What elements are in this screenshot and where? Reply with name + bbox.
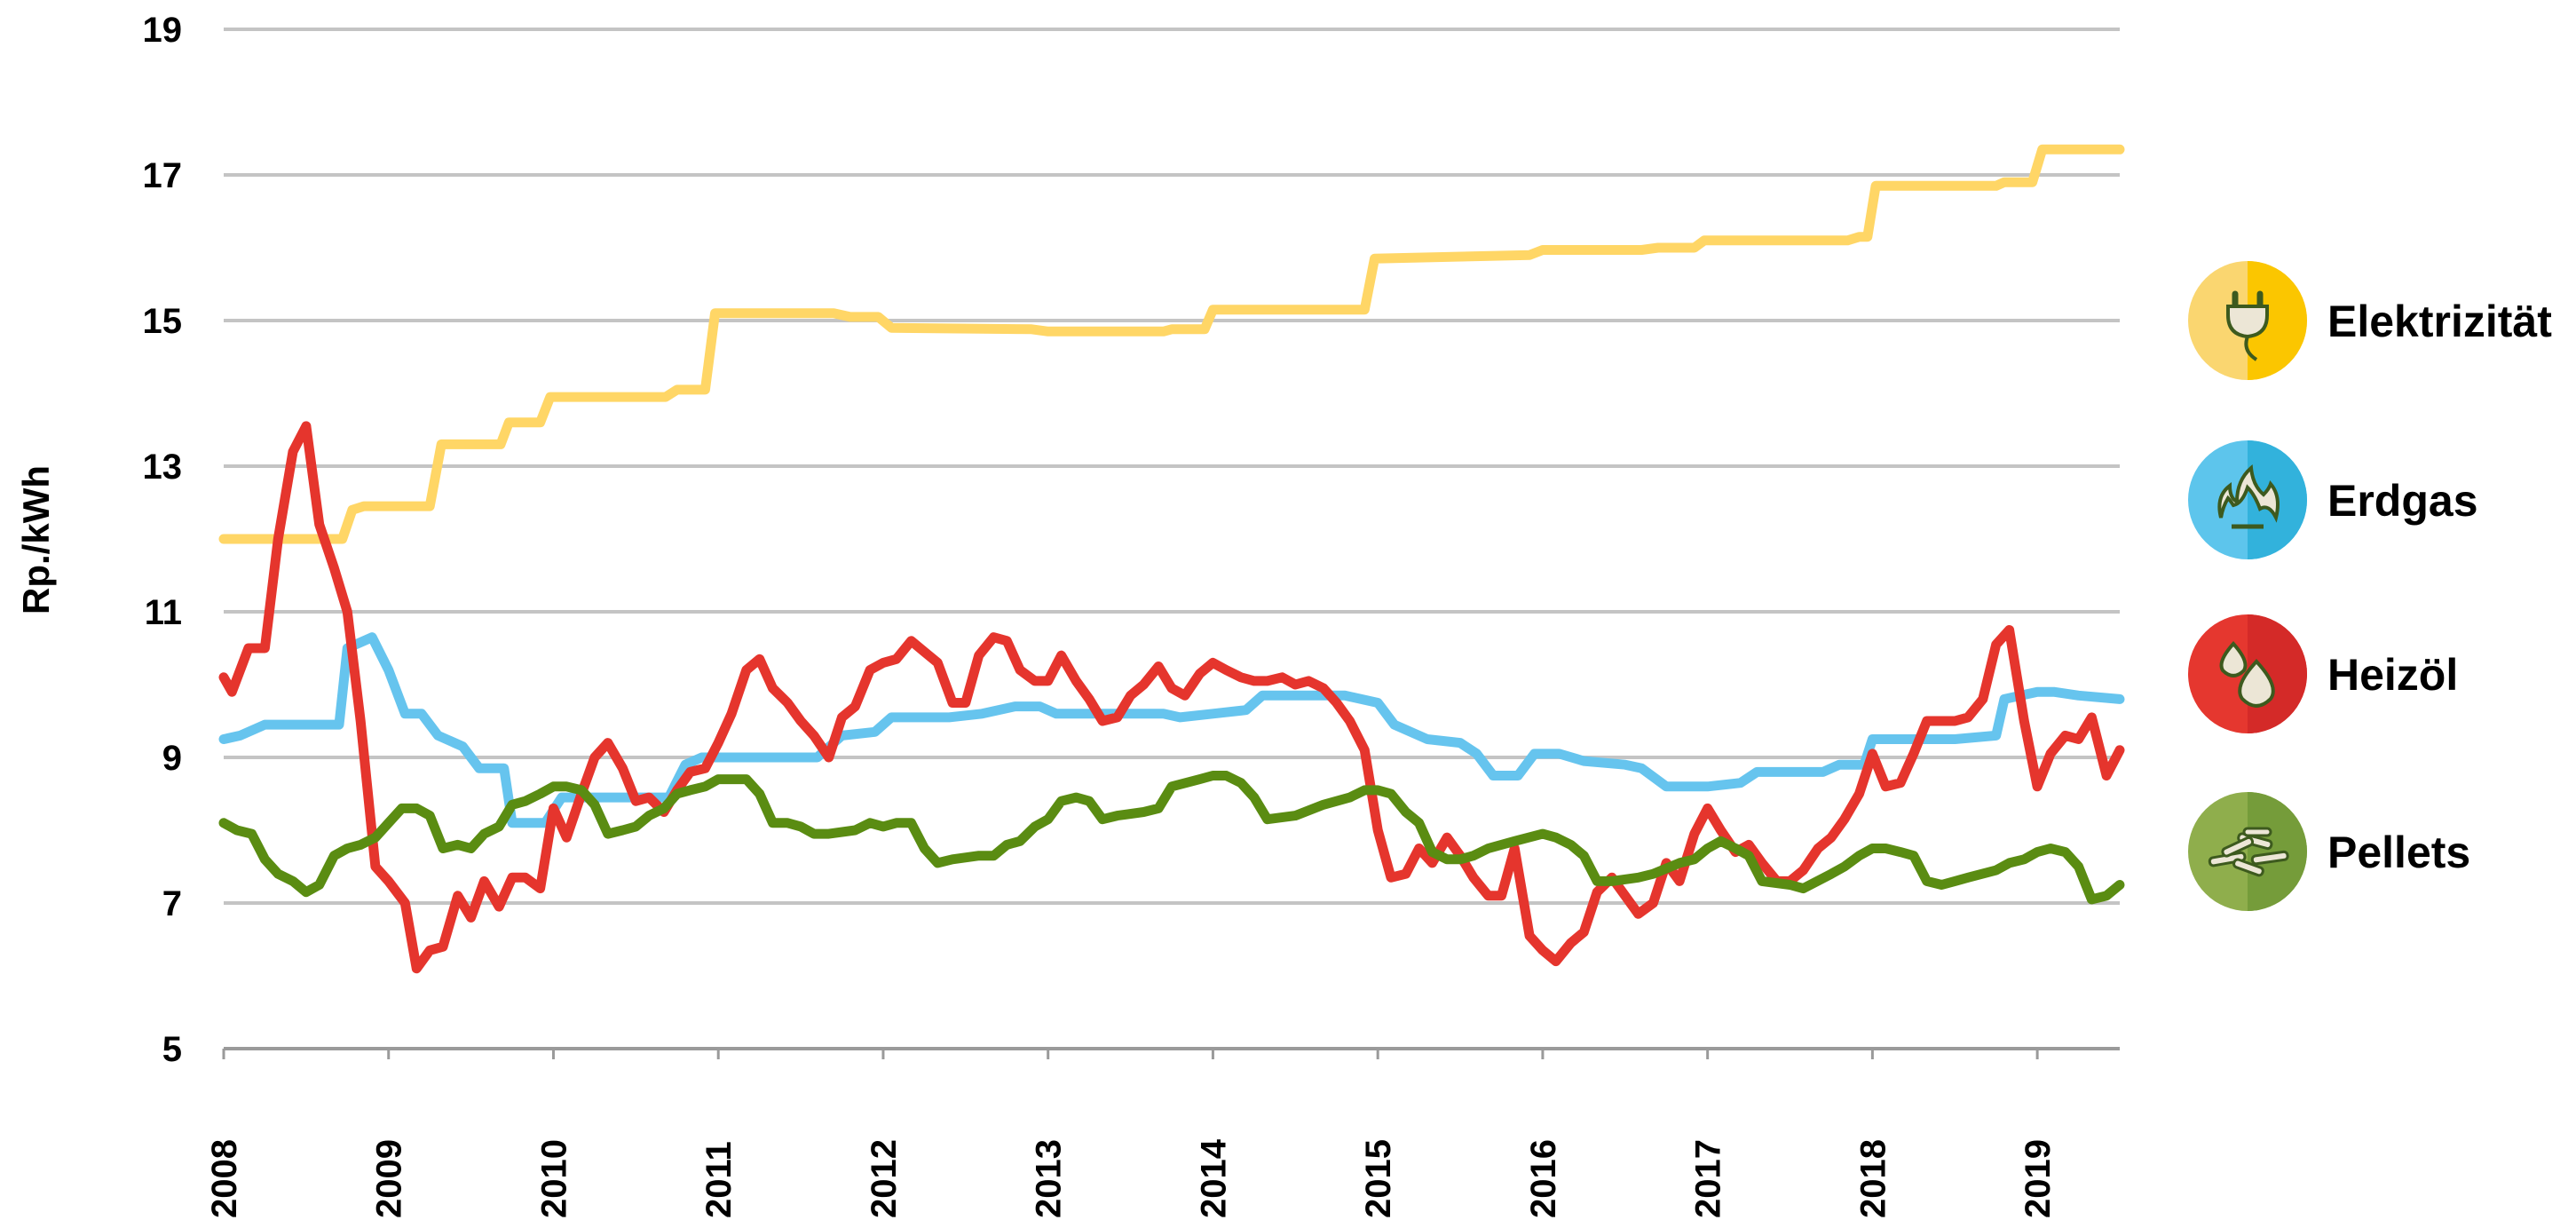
- plug-icon: [2226, 290, 2269, 361]
- x-tick-label: 2017: [1689, 1139, 1728, 1218]
- y-tick-label: 5: [162, 1030, 182, 1069]
- y-tick-label: 19: [143, 11, 183, 50]
- series-line-elektrizität: [218, 144, 2125, 544]
- x-tick-label: 2013: [1030, 1139, 1069, 1218]
- x-tick-label: 2011: [699, 1141, 739, 1218]
- series-lines: [218, 144, 2125, 974]
- x-tick-label: 2015: [1359, 1139, 1398, 1218]
- legend-label: Heizöl: [2327, 650, 2458, 700]
- series-line-heizöl: [218, 421, 2125, 974]
- y-tick-label: 17: [143, 156, 183, 195]
- legend-label: Erdgas: [2327, 476, 2478, 526]
- y-tick-label: 7: [162, 884, 182, 923]
- y-axis-title: Rp./kWh: [15, 465, 57, 614]
- y-tick-label: 9: [162, 739, 182, 778]
- flame-icon: [2217, 463, 2280, 529]
- legend: Elektrizität Erdgas Heizöl Pellets: [2188, 261, 2552, 911]
- y-tick-label: 11: [145, 593, 182, 632]
- y-tick-label: 13: [143, 448, 183, 487]
- legend-label: Pellets: [2327, 828, 2470, 877]
- x-tick-label: 2009: [370, 1139, 409, 1218]
- legend-item-erdgas: Erdgas: [2188, 440, 2478, 559]
- x-tick-label: 2008: [205, 1139, 244, 1218]
- x-tick-label: 2016: [1524, 1139, 1563, 1218]
- legend-item-heizöl: Heizöl: [2188, 614, 2458, 733]
- legend-item-pellets: Pellets: [2188, 792, 2470, 911]
- x-axis-tick-labels: 2008 2009 2010 2011 2012 2013 2014 2015 2016 2017…: [205, 1138, 2058, 1218]
- x-tick-label: 2019: [2019, 1139, 2058, 1218]
- oil-drops-icon: [2219, 641, 2275, 708]
- series-line-pellets: [218, 771, 2125, 905]
- legend-label: Elektrizität: [2327, 297, 2552, 346]
- pellets-icon: [2208, 827, 2289, 877]
- x-tick-label: 2010: [534, 1139, 573, 1218]
- x-tick-label: 2018: [1853, 1139, 1892, 1218]
- series-line-erdgas: [218, 632, 2125, 828]
- legend-item-elektrizität: Elektrizität: [2188, 261, 2552, 380]
- x-tick-label: 2014: [1194, 1138, 1233, 1218]
- x-tick-label: 2012: [865, 1139, 904, 1218]
- y-tick-label: 15: [143, 302, 183, 341]
- gridlines: [222, 28, 2120, 1059]
- y-axis-tick-labels: 5 7 9 11 13 15 17 19: [143, 11, 183, 1069]
